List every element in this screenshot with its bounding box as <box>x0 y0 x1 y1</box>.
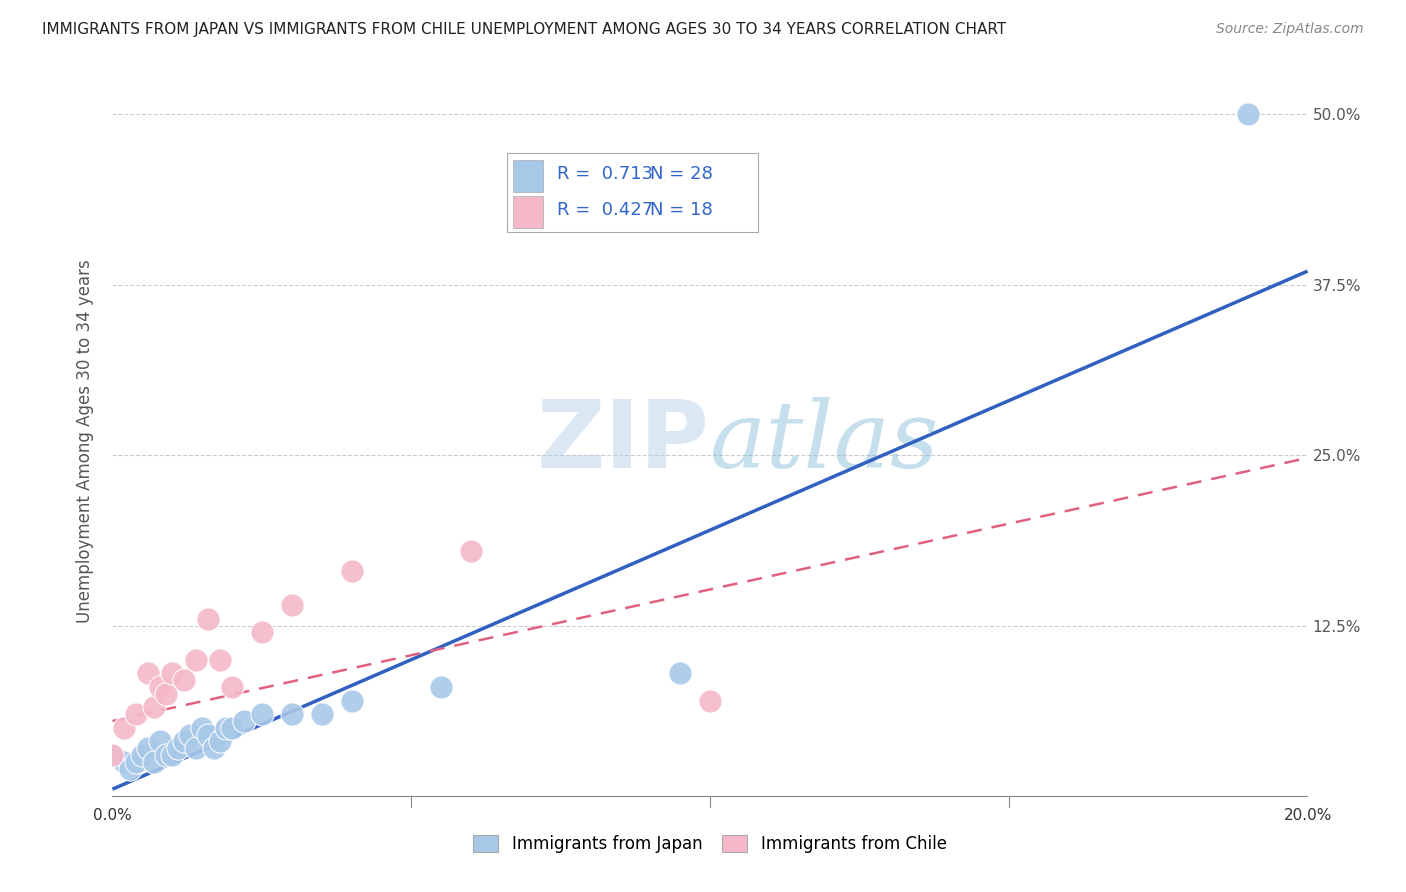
Text: Source: ZipAtlas.com: Source: ZipAtlas.com <box>1216 22 1364 37</box>
Y-axis label: Unemployment Among Ages 30 to 34 years: Unemployment Among Ages 30 to 34 years <box>76 260 94 624</box>
Point <box>209 734 232 748</box>
Point <box>699 693 721 707</box>
Text: N = 18: N = 18 <box>651 202 713 219</box>
Point <box>233 714 256 728</box>
Point <box>155 687 177 701</box>
Text: N = 28: N = 28 <box>651 165 713 183</box>
Bar <box>513 160 543 193</box>
Text: R =  0.713: R = 0.713 <box>557 165 654 183</box>
Point <box>138 741 160 756</box>
Point <box>149 680 172 694</box>
Point <box>202 741 225 756</box>
Point <box>155 748 177 763</box>
Point <box>221 721 243 735</box>
Text: R =  0.427: R = 0.427 <box>557 202 654 219</box>
Point <box>138 666 160 681</box>
Point <box>162 748 183 763</box>
Point <box>162 666 183 681</box>
Legend: Immigrants from Japan, Immigrants from Chile: Immigrants from Japan, Immigrants from C… <box>467 828 953 860</box>
Text: IMMIGRANTS FROM JAPAN VS IMMIGRANTS FROM CHILE UNEMPLOYMENT AMONG AGES 30 TO 34 : IMMIGRANTS FROM JAPAN VS IMMIGRANTS FROM… <box>42 22 1007 37</box>
Point <box>167 741 190 756</box>
Point <box>281 598 304 612</box>
FancyBboxPatch shape <box>508 153 758 232</box>
Point <box>173 734 195 748</box>
Point <box>1237 107 1260 121</box>
Text: ZIP: ZIP <box>537 395 710 488</box>
Point <box>460 543 482 558</box>
Point <box>143 755 166 769</box>
Point <box>131 748 153 763</box>
Point <box>125 707 148 722</box>
Point <box>250 625 273 640</box>
Point <box>669 666 692 681</box>
Point <box>179 728 201 742</box>
Point <box>114 721 135 735</box>
Point <box>120 762 142 776</box>
Point <box>173 673 195 687</box>
Point <box>125 755 148 769</box>
Point <box>143 700 166 714</box>
Point <box>197 728 219 742</box>
Point <box>250 707 273 722</box>
Point <box>114 755 135 769</box>
Point <box>209 653 232 667</box>
Point <box>101 748 124 763</box>
Point <box>186 653 208 667</box>
Point <box>191 721 214 735</box>
Point <box>101 748 124 763</box>
Point <box>281 707 304 722</box>
Point <box>221 680 243 694</box>
Point <box>340 693 363 707</box>
Point <box>149 734 172 748</box>
Text: atlas: atlas <box>710 397 939 486</box>
Bar <box>513 196 543 228</box>
Point <box>430 680 453 694</box>
Point <box>340 564 363 578</box>
Point <box>311 707 333 722</box>
Point <box>186 741 208 756</box>
Point <box>215 721 238 735</box>
Point <box>197 612 219 626</box>
